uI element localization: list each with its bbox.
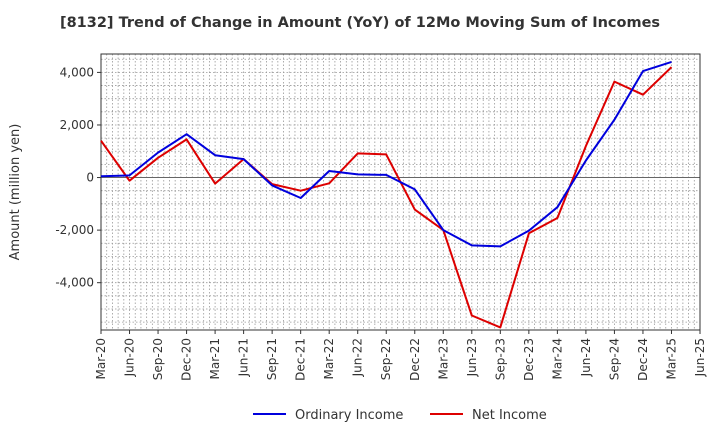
x-tick-label: Mar-24: [550, 338, 564, 379]
y-axis-tick-labels: 4,000 2,000 0 -2,000 -4,000: [55, 65, 101, 290]
x-tick-label: Sep-24: [607, 338, 621, 380]
y-tick-label: -4,000: [55, 276, 94, 290]
net-income-legend-label: Net Income: [472, 408, 547, 423]
x-tick-label: Dec-23: [522, 338, 536, 381]
x-tick-label: Jun-20: [123, 338, 137, 377]
x-tick-label: Jun-24: [579, 338, 593, 377]
x-tick-label: Mar-21: [208, 338, 222, 379]
x-tick-label: Sep-21: [265, 338, 279, 380]
y-tick-label: 0: [86, 171, 94, 185]
x-tick-label: Jun-21: [237, 338, 251, 377]
legend: Ordinary Income Net Income: [253, 408, 547, 423]
x-tick-label: Jun-25: [693, 338, 707, 377]
x-tick-label: Mar-20: [94, 338, 108, 379]
y-tick-label: 4,000: [60, 65, 94, 79]
plot-area-frame: [100, 53, 701, 331]
chart-title: [8132] Trend of Change in Amount (YoY) o…: [59, 15, 661, 31]
y-axis-label: Amount (million yen): [8, 124, 23, 261]
ordinary-income-line: [100, 60, 672, 248]
x-tick-label: Sep-20: [151, 338, 165, 380]
x-tick-label: Jun-23: [465, 338, 479, 377]
x-tick-label: Mar-22: [322, 338, 336, 379]
x-tick-label: Sep-22: [379, 338, 393, 380]
ordinary-income-legend-label: Ordinary Income: [295, 408, 403, 423]
y-tick-label: -2,000: [55, 223, 94, 237]
x-axis-tick-labels: Mar-20 Jun-20 Sep-20 Dec-20 Mar-21 Jun-21 Sep-…: [94, 330, 707, 381]
x-tick-label: Sep-23: [493, 338, 507, 380]
x-tick-label: Jun-22: [351, 338, 365, 377]
x-tick-label: Dec-24: [636, 338, 650, 381]
y-tick-label: 2,000: [60, 118, 94, 132]
plot-frame: [100, 53, 701, 331]
x-tick-label: Mar-23: [436, 338, 450, 379]
x-tick-label: Dec-21: [294, 338, 308, 381]
grid-lines: [100, 54, 700, 330]
x-tick-label: Dec-20: [180, 338, 194, 381]
net-income-line: [100, 66, 673, 329]
x-tick-label: Mar-25: [664, 338, 678, 379]
series-lines: [100, 60, 673, 329]
x-tick-label: Dec-22: [408, 338, 422, 381]
